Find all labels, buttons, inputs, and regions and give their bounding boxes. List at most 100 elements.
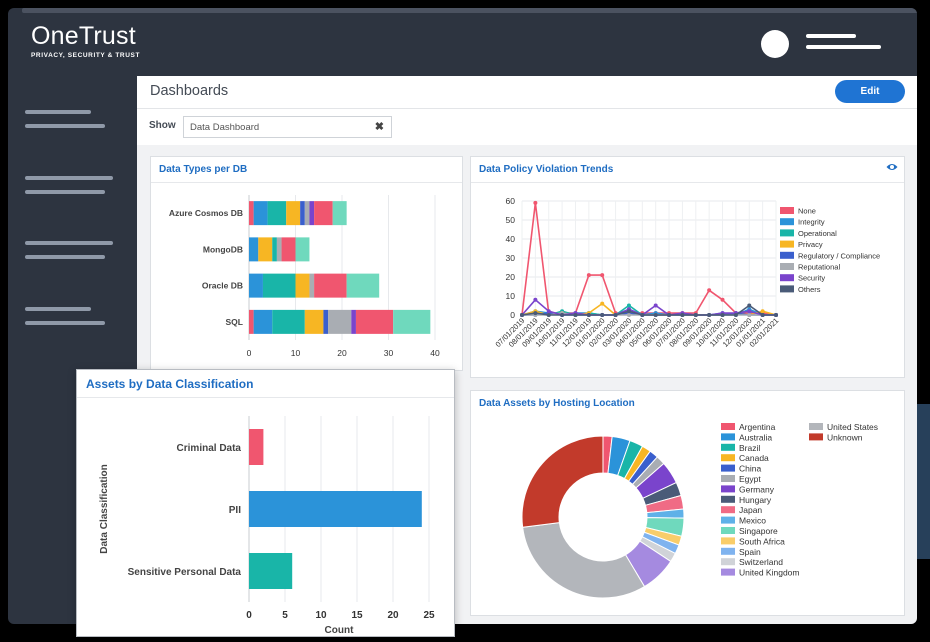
y-axis-label: Data Classification: [99, 464, 110, 553]
clear-icon[interactable]: ✖: [374, 121, 384, 133]
data-point: [600, 301, 605, 306]
series-line: [521, 304, 776, 316]
bar-segment: [295, 237, 310, 262]
bar-segment: [295, 273, 310, 298]
x-axis-label: Count: [325, 625, 355, 636]
legend-label: China: [739, 464, 761, 474]
data-point: [533, 311, 538, 316]
data-point: [720, 313, 725, 317]
x-tick-label: 20: [337, 348, 347, 358]
bar: [249, 429, 264, 465]
legend-label: Unknown: [827, 432, 863, 442]
bar-segment: [314, 201, 333, 226]
sidebar-item-3[interactable]: [25, 241, 113, 269]
data-point: [573, 313, 578, 317]
menu-icon[interactable]: [806, 34, 881, 56]
legend-swatch: [721, 485, 735, 493]
bar-segment: [332, 201, 347, 226]
legend-label: Privacy: [798, 240, 823, 249]
window-top-bar: [22, 8, 917, 13]
data-point: [667, 313, 672, 317]
legend-swatch: [721, 547, 735, 555]
bar-segment: [272, 237, 277, 262]
card-title: Data Policy Violation Trends: [479, 164, 614, 175]
data-point: [533, 297, 538, 302]
bar-segment: [249, 201, 254, 226]
x-tick-label: 10: [315, 610, 327, 621]
avatar[interactable]: [761, 30, 789, 58]
bar-segment: [309, 201, 315, 226]
legend-swatch: [721, 423, 735, 430]
data-point: [680, 313, 685, 317]
bar-segment: [286, 201, 301, 226]
bar-segment: [253, 309, 273, 334]
chart-hosting-location: ArgentinaAustraliaBrazilCanadaChinaEgypt…: [521, 422, 878, 599]
x-tick-label: 25: [423, 610, 435, 621]
x-tick-label: 10: [291, 348, 301, 358]
data-point: [546, 313, 551, 317]
legend-label: Argentina: [739, 422, 776, 432]
category-label: MongoDB: [203, 244, 243, 254]
edit-button[interactable]: Edit: [835, 80, 905, 103]
data-point: [760, 313, 765, 317]
page-title: Dashboards: [150, 83, 229, 99]
data-point: [546, 309, 551, 314]
legend-label: Regulatory / Compliance: [798, 251, 880, 260]
data-point: [774, 313, 778, 317]
window-edge: [917, 404, 930, 559]
x-tick-label: 0: [247, 348, 252, 358]
legend-swatch: [780, 285, 794, 293]
bar-segment: [276, 237, 282, 262]
legend-swatch: [721, 568, 735, 576]
card-data-types: Data Types per DB 0 10 20 30 40 Azure Cosmos …: [150, 156, 463, 371]
category-label: Criminal Data: [177, 443, 242, 454]
bar-segment: [300, 201, 305, 226]
data-point: [653, 303, 658, 308]
data-point: [600, 313, 605, 317]
x-tick-label: 30: [384, 348, 394, 358]
category-label: SQL: [226, 317, 243, 327]
data-point: [626, 309, 631, 314]
legend-label: United Kingdom: [739, 568, 799, 578]
sidebar-item-1[interactable]: [25, 110, 105, 138]
x-tick-label: 15: [351, 610, 363, 621]
dashboard-select[interactable]: Data Dashboard ✖: [183, 116, 392, 138]
eye-icon[interactable]: [886, 162, 898, 172]
card-data-classification: Assets by Data Classification 0 5 10 15 20 25…: [76, 369, 455, 637]
data-point: [626, 313, 631, 317]
legend-swatch: [780, 207, 794, 214]
card-violation-trends: Data Policy Violation Trends 0 10 20 30 40 50…: [470, 156, 905, 378]
legend-swatch: [809, 423, 823, 430]
dashboard-select-value: Data Dashboard: [190, 122, 260, 133]
legend-label: None: [798, 207, 816, 216]
y-tick-label: 0: [510, 310, 515, 320]
bar-segment: [355, 309, 394, 334]
legend-swatch: [721, 506, 735, 514]
data-point: [653, 313, 658, 317]
data-point: [747, 313, 752, 317]
bar: [249, 553, 293, 589]
chart-data-classification: 0 5 10 15 20 25 Criminal Data PII Sensitive Pers…: [99, 416, 435, 636]
legend-swatch: [721, 443, 735, 451]
legend-swatch: [780, 218, 794, 226]
sidebar: [8, 76, 136, 624]
legend-label: South Africa: [739, 536, 785, 546]
bar-segment: [323, 309, 329, 334]
data-point: [560, 313, 565, 317]
legend-label: Switzerland: [739, 557, 783, 567]
bar-segment: [249, 273, 263, 298]
legend-swatch: [721, 558, 735, 566]
legend-label: United States: [827, 422, 878, 432]
bar-segment: [262, 273, 296, 298]
y-tick-label: 20: [506, 272, 516, 282]
brand-logo[interactable]: OneTrust PRIVACY, SECURITY & TRUST: [31, 22, 140, 59]
x-tick-label: 40: [430, 348, 440, 358]
legend-label: Hungary: [739, 495, 772, 505]
data-point: [626, 303, 631, 308]
legend-swatch: [721, 433, 735, 441]
sidebar-item-2[interactable]: [25, 176, 113, 204]
category-label: PII: [229, 505, 241, 516]
bar-segment: [328, 309, 352, 334]
sidebar-item-4[interactable]: [25, 307, 105, 335]
legend-swatch: [809, 433, 823, 441]
